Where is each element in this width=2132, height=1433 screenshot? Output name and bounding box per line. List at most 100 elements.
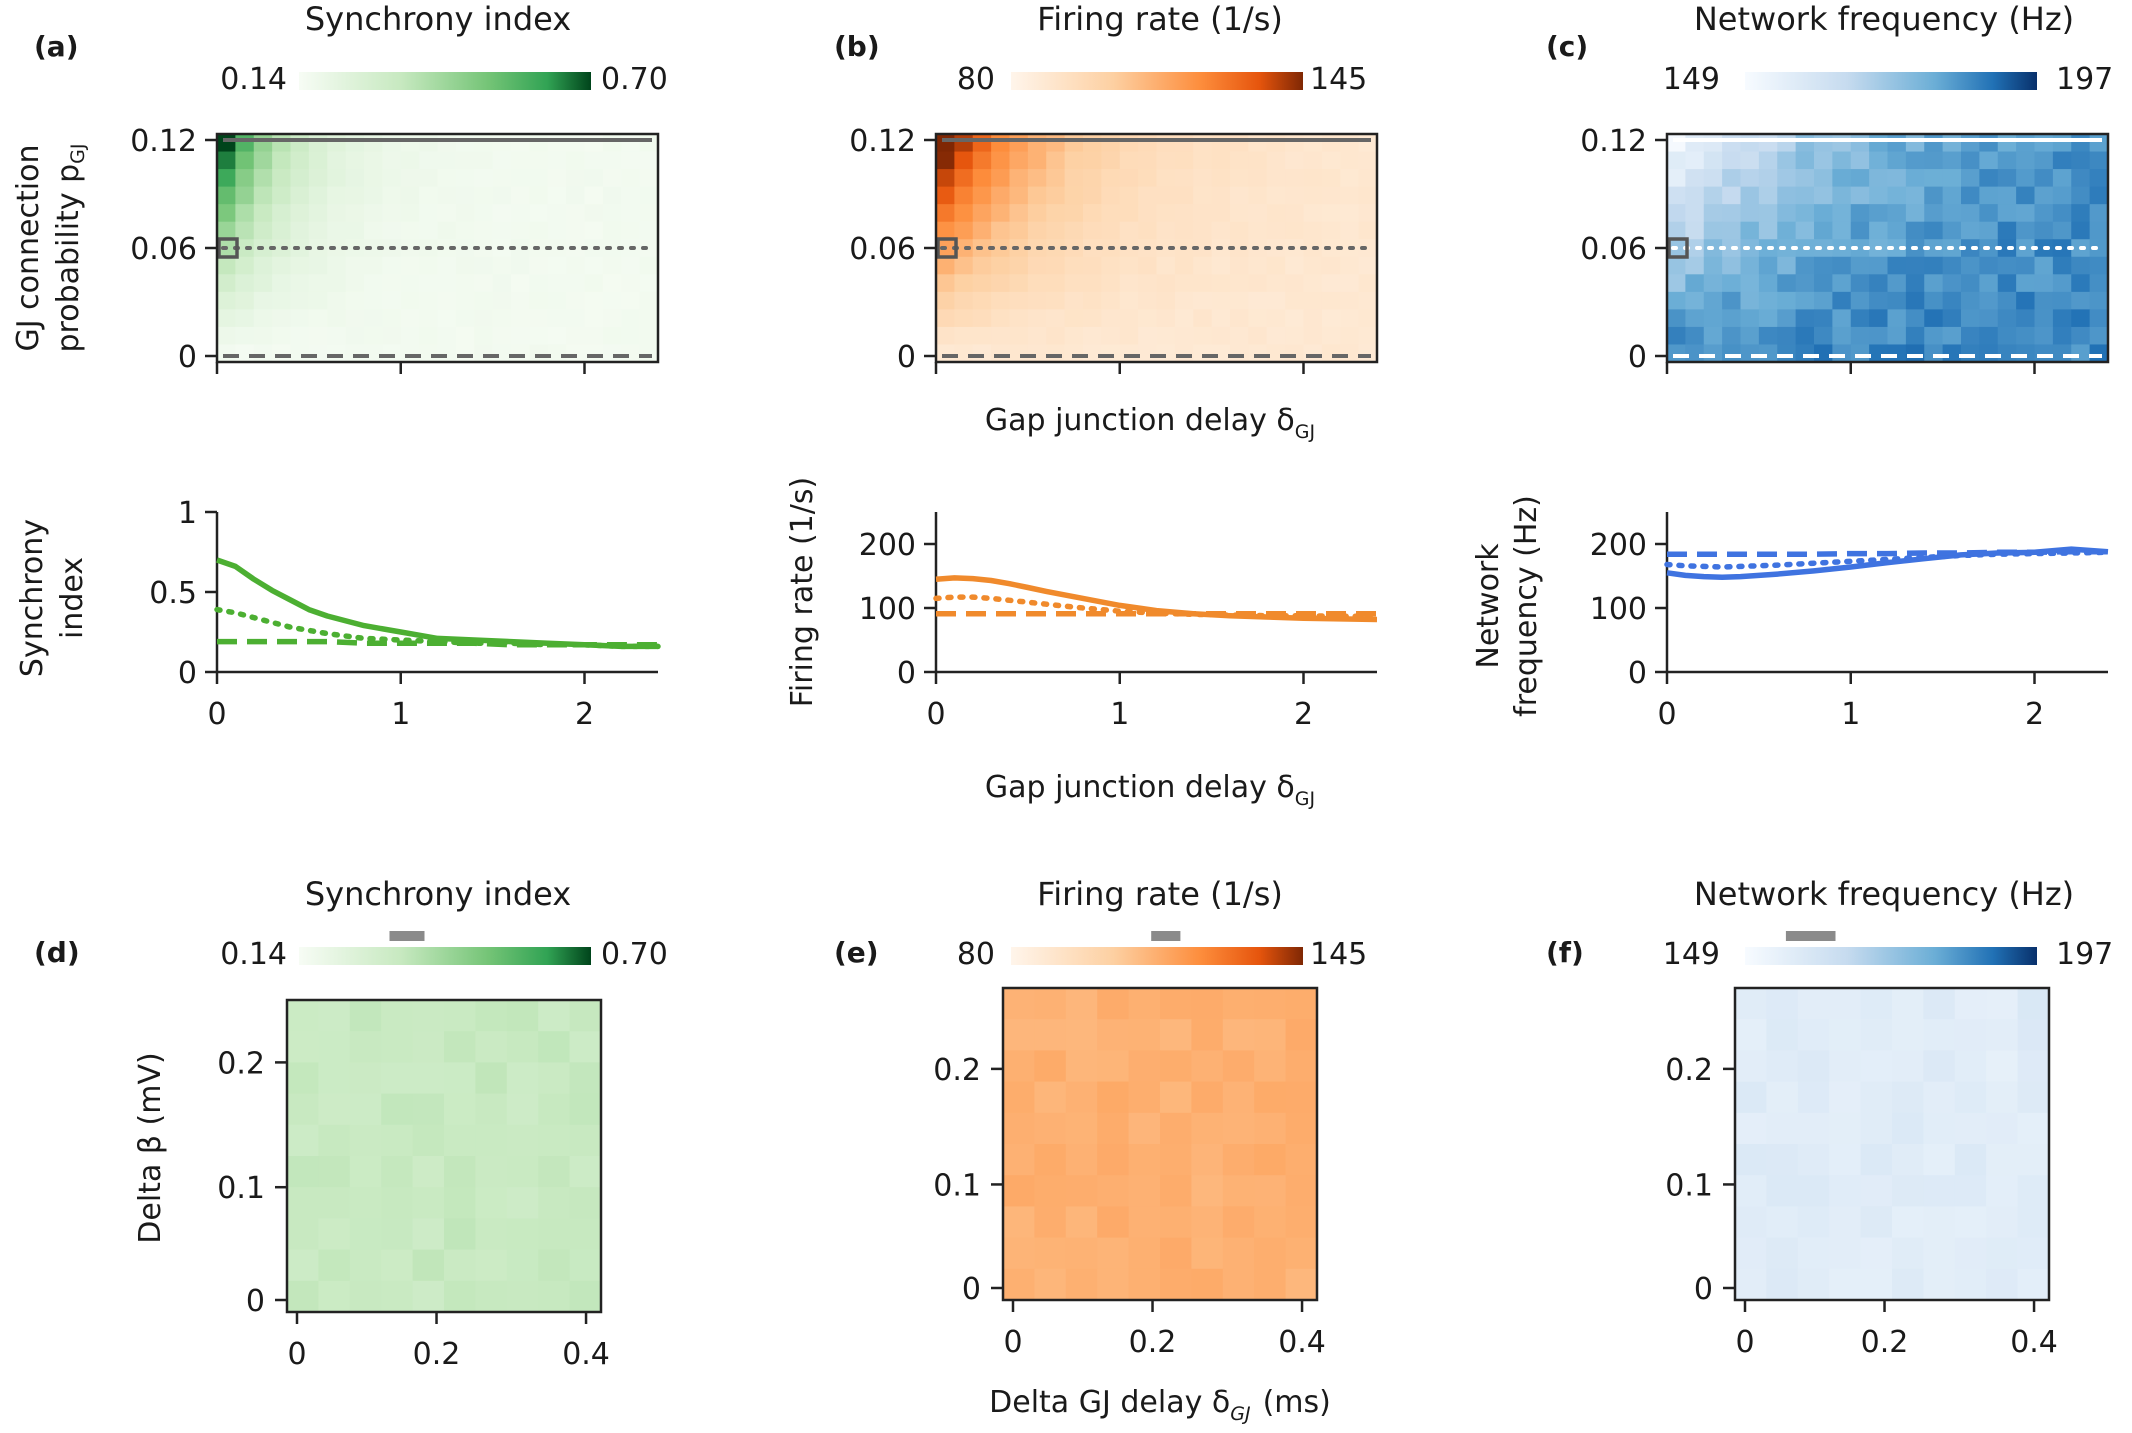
param-cell bbox=[1254, 1019, 1287, 1051]
param-cell bbox=[1160, 1112, 1192, 1145]
heatmap-cell bbox=[584, 326, 604, 346]
heatmap-cell bbox=[2016, 344, 2036, 363]
heatmap-cell bbox=[1083, 221, 1102, 240]
y-tick-label: 0.2 bbox=[217, 1046, 265, 1081]
param-cell bbox=[1892, 988, 1924, 1020]
heatmap-cell bbox=[235, 309, 255, 328]
heatmap-cell bbox=[1667, 326, 1686, 346]
heatmap-cell bbox=[1850, 344, 1870, 363]
param-cell bbox=[1735, 1206, 1767, 1239]
param-cell bbox=[569, 1280, 602, 1313]
heatmap-cell bbox=[1064, 169, 1084, 188]
heatmap-cell bbox=[327, 309, 347, 328]
heatmap-cell bbox=[474, 151, 494, 170]
heatmap-cell bbox=[1303, 151, 1323, 170]
param-cell bbox=[1222, 1019, 1255, 1051]
heatmap-cell bbox=[1997, 344, 2017, 363]
heatmap-cell bbox=[1979, 169, 1999, 188]
heatmap-cell bbox=[1027, 204, 1047, 223]
heatmap-cell bbox=[1303, 344, 1323, 363]
heatmap-cell bbox=[1979, 151, 1999, 170]
heatmap-cell bbox=[1266, 204, 1286, 223]
heatmap-cell bbox=[2034, 274, 2054, 293]
heatmap-cell bbox=[217, 256, 236, 275]
y-tick-label: 0 bbox=[178, 656, 197, 691]
heatmap-cell bbox=[1138, 151, 1158, 170]
param-cell bbox=[1191, 1268, 1224, 1301]
heatmap-cell bbox=[474, 169, 494, 188]
y-tick-label: 0.2 bbox=[1665, 1053, 1713, 1088]
heatmap-cell bbox=[529, 291, 549, 310]
heatmap-cell bbox=[1832, 169, 1852, 188]
heatmap-cell bbox=[492, 326, 512, 346]
heatmap-cell bbox=[1285, 309, 1305, 328]
colorbar-max-c: 197 bbox=[2056, 62, 2113, 97]
x-tick-label: 2 bbox=[575, 697, 594, 732]
heatmap-cell bbox=[1924, 344, 1944, 363]
param-cell bbox=[287, 1249, 319, 1282]
heatmap-cell bbox=[639, 186, 659, 205]
colorbar-max-b: 145 bbox=[1310, 62, 1367, 97]
param-cell bbox=[318, 1000, 351, 1032]
heatmap-cell bbox=[474, 204, 494, 223]
heatmap-cell bbox=[1156, 326, 1176, 346]
heatmap-cell bbox=[419, 309, 439, 328]
heatmap-cell bbox=[936, 186, 955, 205]
heatmap-cell bbox=[1321, 204, 1341, 223]
heatmap-cell bbox=[1942, 256, 1962, 275]
param-cell bbox=[538, 1280, 571, 1313]
param-cell bbox=[475, 1249, 508, 1282]
param-cell bbox=[412, 1187, 445, 1219]
heatmap-cell bbox=[1961, 134, 1980, 153]
heatmap-cell bbox=[253, 186, 273, 205]
x-tick-label: 2 bbox=[2025, 697, 2044, 732]
heatmap-cell bbox=[584, 204, 604, 223]
param-cell bbox=[1954, 1237, 1987, 1270]
heatmap-cell bbox=[1814, 169, 1833, 188]
heatmap-cell bbox=[1850, 169, 1870, 188]
heatmap-cell bbox=[1101, 274, 1121, 293]
heatmap-cell bbox=[1832, 274, 1852, 293]
param-cell bbox=[506, 1218, 539, 1251]
param-cell bbox=[1034, 1112, 1067, 1145]
heatmap-cell bbox=[1979, 186, 1999, 205]
y-tick-label: 0 bbox=[178, 340, 197, 375]
param-cell bbox=[287, 1156, 319, 1188]
heatmap-cell bbox=[217, 274, 236, 293]
param-cell bbox=[1735, 1237, 1767, 1270]
heatmap-cell bbox=[253, 291, 273, 310]
param-cell bbox=[1003, 1268, 1035, 1301]
param-cell bbox=[538, 1062, 571, 1095]
heatmap-cell bbox=[566, 186, 586, 205]
heatmap-cell bbox=[1979, 309, 1999, 328]
heatmap-cell bbox=[308, 151, 328, 170]
heatmap-cell bbox=[1211, 186, 1231, 205]
param-cell bbox=[1097, 1081, 1130, 1114]
heatmap-cell bbox=[1211, 134, 1231, 153]
heatmap-cell bbox=[1266, 274, 1286, 293]
heatmap-cell bbox=[602, 274, 622, 293]
param-cell bbox=[1254, 1206, 1287, 1239]
heatmap-cell bbox=[1685, 134, 1705, 153]
y-tick-label: 0.12 bbox=[849, 124, 916, 159]
heatmap-cell bbox=[2071, 326, 2091, 346]
heatmap-cell bbox=[1685, 326, 1705, 346]
heatmap-cell bbox=[455, 221, 475, 240]
heatmap-cell bbox=[972, 274, 992, 293]
heatmap-cell bbox=[954, 221, 974, 240]
param-cell bbox=[1954, 1144, 1987, 1176]
heatmap-cell bbox=[1832, 291, 1852, 310]
heatmap-cell bbox=[954, 239, 974, 258]
lineplot-b: 0 100 200 0 1 2 bbox=[859, 512, 1380, 732]
heatmap-cell bbox=[2034, 256, 2054, 275]
heatmap-cell bbox=[1979, 274, 1999, 293]
heatmap-cell bbox=[1101, 256, 1121, 275]
heatmap-cell bbox=[1924, 309, 1944, 328]
heatmap-cell bbox=[2034, 326, 2054, 346]
heatmap-cell bbox=[1248, 151, 1268, 170]
heatmap-cell bbox=[1230, 326, 1249, 346]
heatmap-cell bbox=[1266, 221, 1286, 240]
heatmap-cell bbox=[547, 221, 567, 240]
param-cell bbox=[1766, 1144, 1799, 1176]
heatmap-cell bbox=[364, 326, 383, 346]
